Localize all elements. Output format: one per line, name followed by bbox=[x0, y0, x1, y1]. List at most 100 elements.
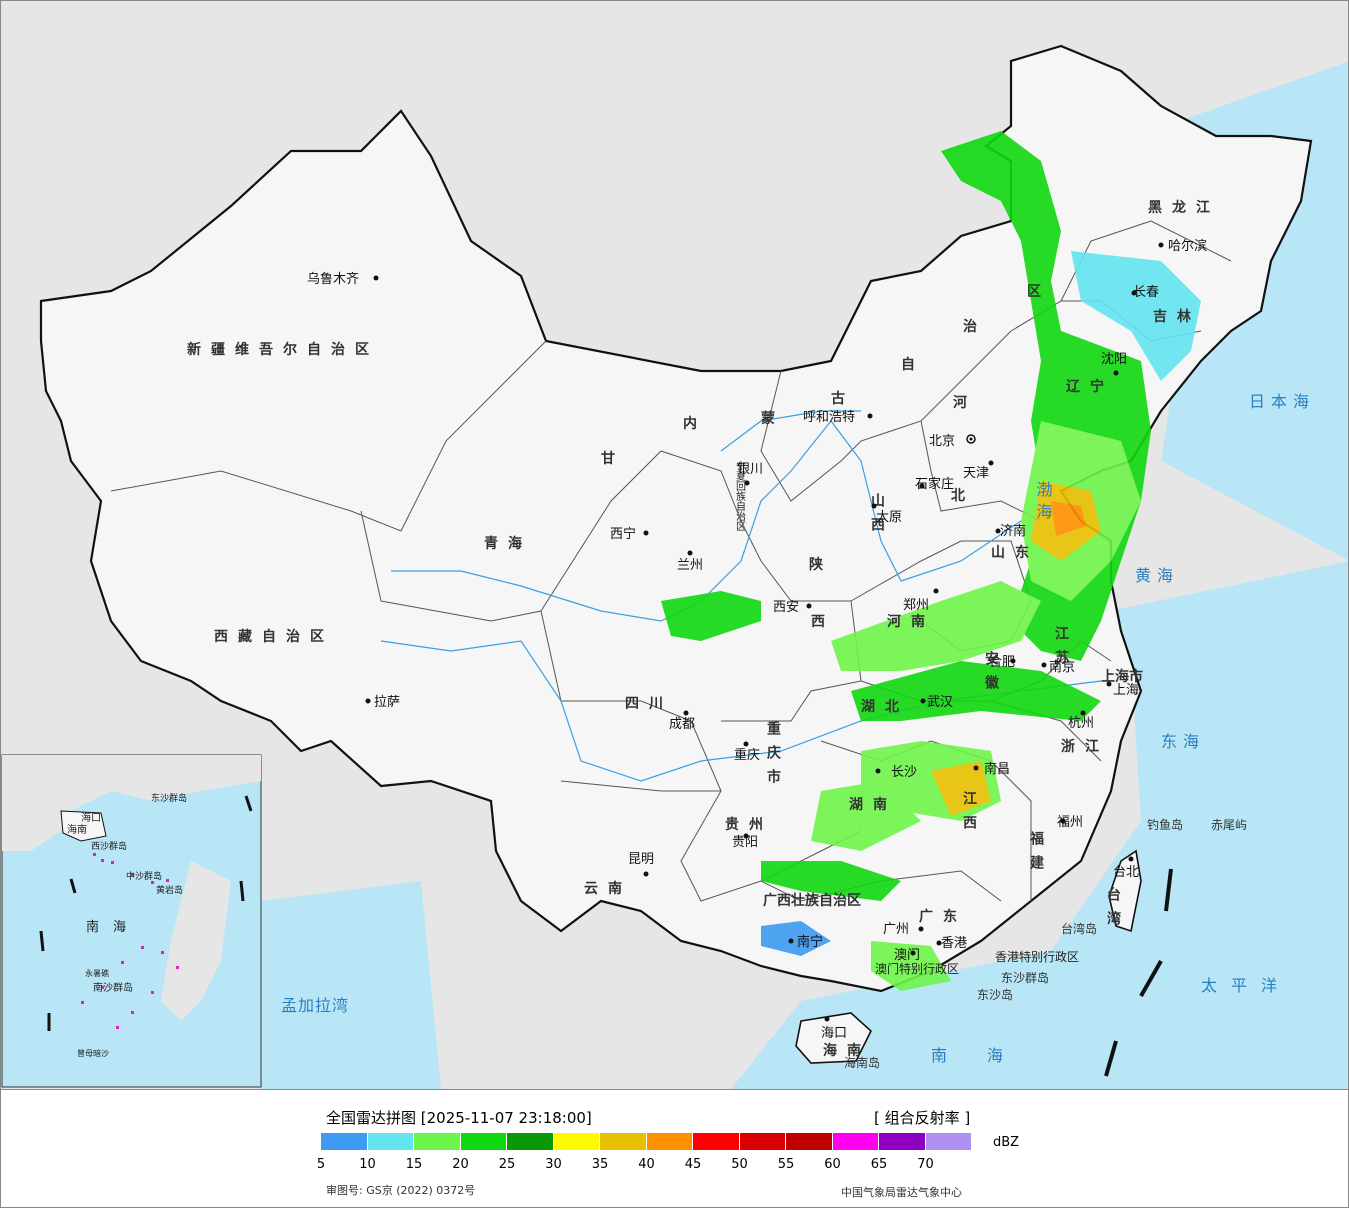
inset-dongsha: 东沙群岛 bbox=[151, 792, 187, 804]
color-scale-tick: 60 bbox=[824, 1157, 841, 1172]
color-scale-cell bbox=[553, 1133, 600, 1150]
hainan-island bbox=[795, 1012, 872, 1064]
color-scale-cell bbox=[414, 1133, 461, 1150]
inset-xisha: 西沙群岛 bbox=[91, 840, 127, 852]
city-haikou: 海口 bbox=[821, 1026, 847, 1041]
color-scale-tick: 45 bbox=[684, 1157, 702, 1172]
city-xining: 西宁 bbox=[610, 526, 636, 542]
color-scale-tick: 25 bbox=[498, 1157, 516, 1172]
label-hubei: 湖北 bbox=[861, 699, 909, 715]
label-shaanxi-2: 西 bbox=[811, 614, 835, 630]
city-zhengzhou: 郑州 bbox=[903, 598, 929, 613]
color-scale-cell bbox=[646, 1133, 693, 1150]
label-anhui: 安徽 bbox=[983, 650, 1000, 699]
city-beijing: 北京 bbox=[929, 434, 955, 449]
city-guiyang: 贵阳 bbox=[732, 835, 758, 850]
label-chongqing: 重庆市 bbox=[765, 720, 781, 793]
sea-bohai: 渤海 bbox=[1034, 481, 1053, 525]
label-sichuan: 四川 bbox=[625, 696, 673, 712]
unit-label: dBZ bbox=[993, 1135, 1020, 1150]
label-jiangxi: 江西 bbox=[961, 790, 977, 839]
color-scale-tick: 15 bbox=[405, 1157, 423, 1172]
label-shaanxi-1: 陕 bbox=[809, 556, 833, 573]
city-lhasa: 拉萨 bbox=[374, 695, 400, 710]
color-scale-tick: 5 bbox=[316, 1157, 326, 1172]
ocean-bengal bbox=[261, 881, 441, 1089]
label-shanghai: 上海市 bbox=[1101, 668, 1143, 685]
color-scale-cell bbox=[600, 1133, 647, 1150]
city-hohhot: 呼和浩特 bbox=[803, 410, 855, 425]
city-nanning: 南宁 bbox=[797, 934, 823, 950]
label-jiangsu: 江苏 bbox=[1053, 625, 1069, 674]
label-zhejiang: 浙江 bbox=[1061, 738, 1109, 755]
radar-map: 新疆维吾尔自治区 西藏自治区 青海 甘 内 蒙 古 自 治 区 黑龙江 吉林 辽… bbox=[1, 1, 1348, 1089]
dash-line bbox=[1104, 868, 1173, 1077]
map-title: 全国雷达拼图 [2025-11-07 23:18:00] bbox=[326, 1109, 592, 1127]
label-guangxi: 广西壮族自治区 bbox=[763, 892, 861, 909]
city-shijiazhuang: 石家庄 bbox=[915, 476, 954, 492]
city-chengdu: 成都 bbox=[669, 717, 695, 732]
city-nanjing: 南京 bbox=[1049, 659, 1075, 675]
city-xian: 西安 bbox=[773, 600, 799, 615]
label-fujian: 福建 bbox=[1028, 830, 1045, 879]
color-scale-cell bbox=[832, 1133, 879, 1150]
color-scale-tick: 30 bbox=[545, 1157, 562, 1172]
city-harbin: 哈尔滨 bbox=[1168, 238, 1207, 254]
label-neimenggu-5: 治 bbox=[963, 318, 987, 335]
label-hunan: 湖南 bbox=[849, 796, 897, 813]
sea-nanhai: 南海 bbox=[931, 1046, 1043, 1065]
label-heilongjiang: 黑龙江 bbox=[1148, 199, 1220, 216]
color-scale-cell bbox=[460, 1133, 507, 1150]
label-guizhou: 贵州 bbox=[725, 816, 773, 833]
color-scale-tick: 40 bbox=[638, 1157, 655, 1172]
label-xianggang: 香港特别行政区 bbox=[995, 949, 1079, 964]
product-name: [ 组合反射率 ] bbox=[874, 1109, 971, 1127]
label-xinjiang: 新疆维吾尔自治区 bbox=[187, 341, 379, 358]
label-neimenggu-1: 内 bbox=[683, 415, 707, 432]
city-lanzhou: 兰州 bbox=[677, 558, 703, 573]
sea-huanghai: 黄海 bbox=[1135, 566, 1179, 585]
city-hangzhou: 杭州 bbox=[1068, 716, 1094, 731]
inset-zengmu: 曾母暗沙 bbox=[77, 1048, 109, 1058]
color-scale-cell bbox=[879, 1133, 926, 1150]
label-liaoning: 辽宁 bbox=[1066, 378, 1114, 395]
city-chongqing: 重庆 bbox=[734, 747, 760, 763]
label-qinghai: 青海 bbox=[484, 535, 532, 552]
label-neimenggu-2: 蒙 bbox=[761, 410, 785, 427]
city-taibei: 台北 bbox=[1113, 865, 1139, 880]
sea-mengjialawan: 孟加拉湾 bbox=[281, 996, 349, 1015]
review-number: 审图号: GS京 (2022) 0372号 bbox=[326, 1184, 476, 1197]
color-scale-cell bbox=[693, 1133, 740, 1150]
city-xianggang: 香港 bbox=[941, 936, 967, 951]
city-wuhan: 武汉 bbox=[927, 695, 953, 710]
label-gansu: 甘 bbox=[601, 450, 625, 467]
color-scale-cell bbox=[739, 1133, 786, 1150]
city-hefei: 合肥 bbox=[989, 655, 1015, 670]
island-chiwei: 赤尾屿 bbox=[1211, 818, 1247, 832]
sea-donghai: 东海 bbox=[1161, 732, 1205, 751]
color-scale-tick: 20 bbox=[452, 1157, 469, 1172]
color-scale-cell bbox=[507, 1133, 554, 1150]
label-neimenggu-4: 自 bbox=[901, 356, 925, 373]
label-guangdong: 广东 bbox=[919, 908, 967, 925]
color-scale-tick: 55 bbox=[777, 1157, 795, 1172]
map-canvas: 新疆维吾尔自治区 西藏自治区 青海 甘 内 蒙 古 自 治 区 黑龙江 吉林 辽… bbox=[1, 1, 1348, 1089]
taiwan-island bbox=[1108, 849, 1142, 933]
city-shenyang: 沈阳 bbox=[1101, 352, 1127, 367]
island-dongsha2: 东沙岛 bbox=[977, 987, 1013, 1002]
color-scale-cell bbox=[321, 1133, 368, 1150]
label-neimenggu-3: 古 bbox=[831, 390, 855, 407]
legend-panel: 全国雷达拼图 [2025-11-07 23:18:00] [ 组合反射率 ] 5… bbox=[1, 1089, 1348, 1207]
city-tianjin: 天津 bbox=[963, 466, 989, 481]
color-scale-tick: 70 bbox=[917, 1157, 934, 1172]
city-markers bbox=[365, 242, 1164, 1022]
inset-nansha: 南沙群岛 bbox=[93, 981, 133, 994]
city-aomen: 澳门 bbox=[894, 947, 920, 963]
island-dongsha: 东沙群岛 bbox=[1001, 970, 1049, 985]
sea-ribenhai: 日本海 bbox=[1249, 392, 1315, 411]
color-scale-cell bbox=[925, 1133, 972, 1150]
color-scale-ticks: 5 10 15 20 25 30 35 40 45 50 55 60 65 70 bbox=[317, 1157, 981, 1175]
color-scale-bar bbox=[321, 1133, 972, 1150]
label-shandong: 山东 bbox=[991, 544, 1039, 561]
